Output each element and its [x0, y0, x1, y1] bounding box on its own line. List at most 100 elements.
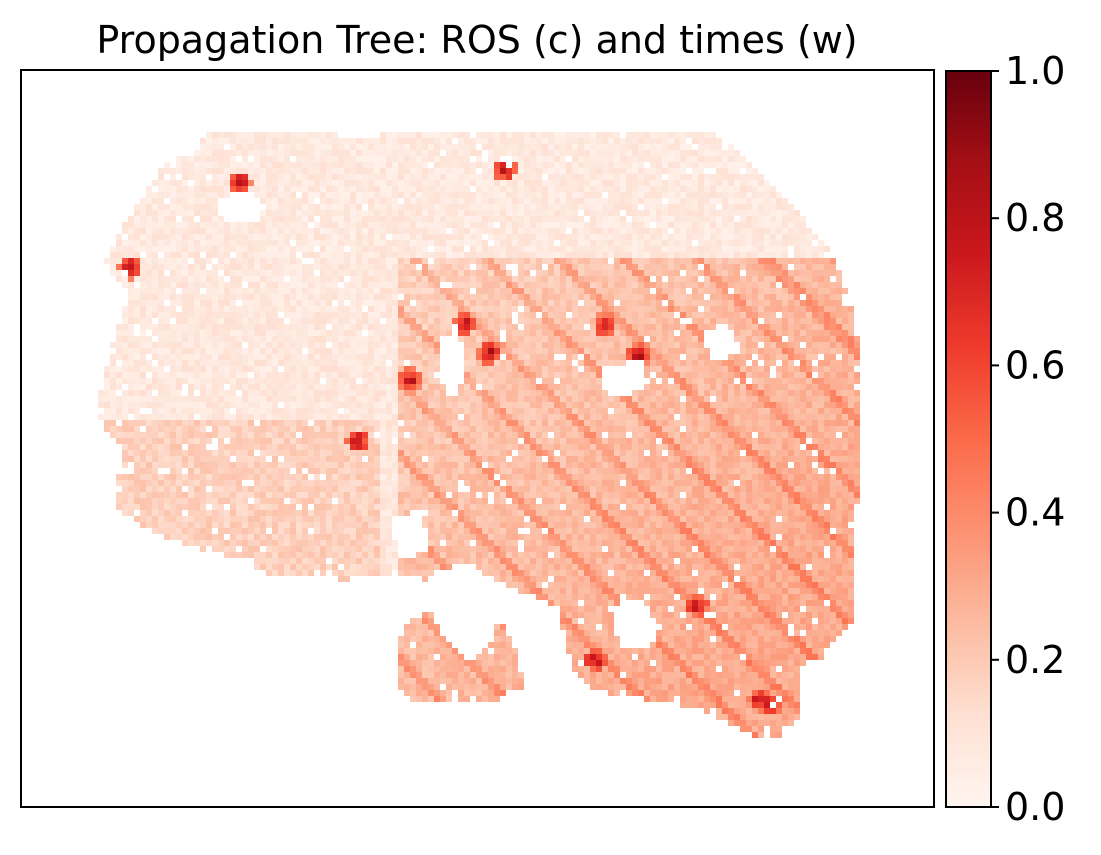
heatmap-cell	[632, 156, 638, 162]
heatmap-cell	[272, 186, 278, 192]
heatmap-cell	[488, 258, 494, 264]
heatmap-cell	[602, 222, 608, 228]
heatmap-cell	[308, 288, 314, 294]
heatmap-cell	[266, 396, 272, 402]
heatmap-cell	[554, 198, 560, 204]
heatmap-cell	[380, 348, 386, 354]
heatmap-cell	[722, 276, 728, 282]
heatmap-cell	[716, 384, 722, 390]
heatmap-cell	[842, 360, 848, 366]
heatmap-cell	[188, 318, 194, 324]
heatmap-cell	[506, 354, 512, 360]
heatmap-cell	[746, 384, 752, 390]
heatmap-cell	[182, 366, 188, 372]
heatmap-cell	[674, 372, 680, 378]
heatmap-cell	[536, 186, 542, 192]
heatmap-cell	[776, 216, 782, 222]
heatmap-cell	[218, 396, 224, 402]
heatmap-cell	[824, 264, 830, 270]
heatmap-cell	[824, 312, 830, 318]
heatmap-cell	[842, 378, 848, 384]
heatmap-cell	[542, 366, 548, 372]
heatmap-cell	[716, 246, 722, 252]
heatmap-cell	[560, 222, 566, 228]
heatmap-cell	[770, 294, 776, 300]
heatmap-cell	[644, 252, 650, 258]
heatmap-cell	[578, 132, 584, 138]
heatmap-cell	[224, 402, 230, 408]
heatmap-cell	[416, 198, 422, 204]
heatmap-cell	[290, 336, 296, 342]
heatmap-cell	[836, 294, 842, 300]
heatmap-cell	[212, 378, 218, 384]
heatmap-cell	[296, 198, 302, 204]
heatmap-cell	[656, 402, 662, 408]
heatmap-cell	[824, 366, 830, 372]
heatmap-cell	[254, 270, 260, 276]
heatmap-cell	[470, 372, 476, 378]
heatmap-cell	[404, 234, 410, 240]
heatmap-cell	[218, 222, 224, 228]
heatmap-cell	[272, 312, 278, 318]
heatmap-cell	[806, 396, 812, 402]
heatmap-cell	[626, 234, 632, 240]
heatmap-cell	[296, 372, 302, 378]
heatmap-cell	[332, 366, 338, 372]
heatmap-cell	[278, 396, 284, 402]
heatmap-cell	[416, 180, 422, 186]
heatmap-cell	[266, 288, 272, 294]
heatmap-cell	[206, 252, 212, 258]
heatmap-cell	[374, 318, 380, 324]
heatmap-cell	[668, 282, 674, 288]
heatmap-cell	[806, 294, 812, 300]
heatmap-cell	[290, 270, 296, 276]
heatmap-cell	[812, 312, 818, 318]
heatmap-cell	[482, 204, 488, 210]
heatmap-cell	[344, 312, 350, 318]
heatmap-cell	[602, 396, 608, 402]
heatmap-cell	[428, 288, 434, 294]
heatmap-cell	[740, 216, 746, 222]
heatmap-cell	[770, 186, 776, 192]
heatmap-cell	[176, 192, 182, 198]
heatmap-cell	[392, 234, 398, 240]
heatmap-cell	[260, 408, 266, 414]
heatmap-cell	[608, 132, 614, 138]
heatmap-cell	[644, 258, 650, 264]
heatmap-cell	[236, 342, 242, 348]
heatmap-cell	[440, 288, 446, 294]
heatmap-cell	[386, 408, 392, 414]
heatmap-cell	[776, 348, 782, 354]
heatmap-cell	[116, 408, 122, 414]
heatmap-cell	[770, 192, 776, 198]
heatmap-cell	[650, 330, 656, 336]
heatmap-cell	[536, 180, 542, 186]
heatmap-cell	[656, 264, 662, 270]
heatmap-cell	[530, 204, 536, 210]
heatmap-cell	[494, 168, 500, 174]
heatmap-cell	[752, 252, 758, 258]
heatmap-cell	[392, 288, 398, 294]
heatmap-cell	[434, 252, 440, 258]
heatmap-cell	[284, 348, 290, 354]
heatmap-cell	[704, 402, 710, 408]
heatmap-cell	[254, 294, 260, 300]
heatmap-cell	[692, 402, 698, 408]
heatmap-cell	[272, 360, 278, 366]
heatmap-cell	[596, 378, 602, 384]
heatmap-cell	[260, 210, 266, 216]
heatmap-cell	[254, 402, 260, 408]
heatmap-cell	[662, 132, 668, 138]
heatmap-cell	[530, 264, 536, 270]
heatmap-cell	[242, 258, 248, 264]
heatmap-cell	[734, 204, 740, 210]
heatmap-cell	[458, 270, 464, 276]
heatmap-cell	[182, 222, 188, 228]
heatmap-cell	[752, 324, 758, 330]
heatmap-cell	[242, 330, 248, 336]
heatmap-cell	[692, 306, 698, 312]
heatmap-cell	[398, 300, 404, 306]
heatmap-cell	[614, 186, 620, 192]
heatmap-cell	[422, 318, 428, 324]
heatmap-cell	[368, 372, 374, 378]
